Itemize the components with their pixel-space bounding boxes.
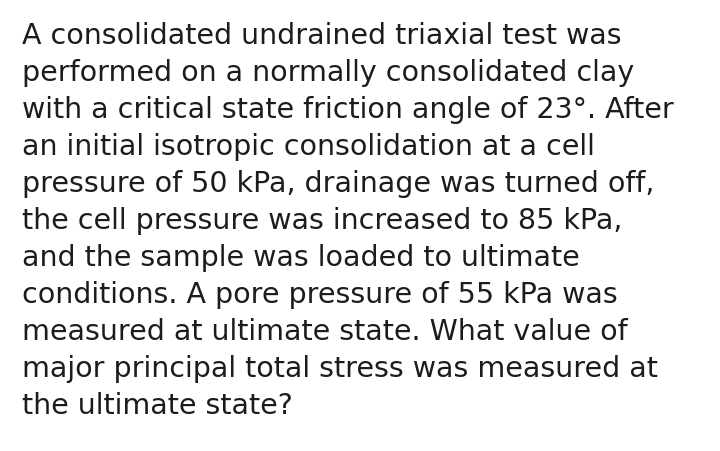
Text: major principal total stress was measured at: major principal total stress was measure… <box>22 355 658 383</box>
Text: measured at ultimate state. What value of: measured at ultimate state. What value o… <box>22 318 628 346</box>
Text: and the sample was loaded to ultimate: and the sample was loaded to ultimate <box>22 244 580 272</box>
Text: the cell pressure was increased to 85 kPa,: the cell pressure was increased to 85 kP… <box>22 207 622 235</box>
Text: performed on a normally consolidated clay: performed on a normally consolidated cla… <box>22 59 634 87</box>
Text: with a critical state friction angle of 23°. After: with a critical state friction angle of … <box>22 96 674 124</box>
Text: the ultimate state?: the ultimate state? <box>22 392 293 420</box>
Text: an initial isotropic consolidation at a cell: an initial isotropic consolidation at a … <box>22 133 595 161</box>
Text: pressure of 50 kPa, drainage was turned off,: pressure of 50 kPa, drainage was turned … <box>22 170 654 198</box>
Text: conditions. A pore pressure of 55 kPa was: conditions. A pore pressure of 55 kPa wa… <box>22 281 618 309</box>
Text: A consolidated undrained triaxial test was: A consolidated undrained triaxial test w… <box>22 22 621 50</box>
